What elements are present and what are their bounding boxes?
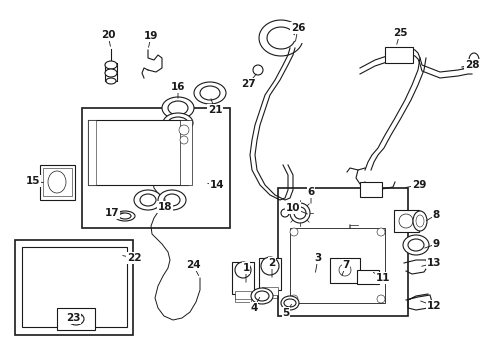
Ellipse shape [235, 262, 251, 278]
Circle shape [377, 228, 385, 236]
Bar [232, 262, 254, 294]
Ellipse shape [413, 211, 427, 231]
Ellipse shape [469, 53, 479, 67]
Text: 18: 18 [158, 202, 172, 212]
Bar [82, 108, 230, 228]
Text: 7: 7 [343, 260, 350, 270]
Text: 14: 14 [210, 180, 224, 190]
Ellipse shape [158, 190, 186, 210]
Bar [22, 247, 127, 327]
Ellipse shape [162, 97, 194, 119]
Ellipse shape [164, 194, 180, 206]
Bar [357, 270, 379, 284]
Ellipse shape [168, 117, 188, 129]
Bar [40, 165, 75, 200]
Text: 12: 12 [427, 301, 441, 311]
Ellipse shape [140, 194, 156, 206]
Text: 19: 19 [144, 31, 158, 41]
Ellipse shape [251, 288, 273, 304]
Text: 2: 2 [269, 258, 275, 268]
Bar [57, 308, 95, 330]
Text: 11: 11 [376, 273, 390, 283]
Bar [262, 287, 278, 295]
Text: 9: 9 [433, 239, 440, 249]
Bar [394, 210, 419, 232]
Text: 23: 23 [66, 313, 80, 323]
Ellipse shape [255, 291, 269, 301]
Text: 16: 16 [171, 82, 185, 92]
Text: 6: 6 [307, 187, 315, 197]
Ellipse shape [105, 69, 117, 77]
Circle shape [179, 125, 189, 135]
Bar [360, 182, 382, 197]
Ellipse shape [48, 171, 66, 193]
Text: 15: 15 [26, 176, 40, 186]
Ellipse shape [284, 299, 296, 307]
Text: 8: 8 [432, 210, 440, 220]
Text: 5: 5 [282, 308, 290, 318]
Circle shape [377, 295, 385, 303]
Text: 10: 10 [286, 203, 300, 213]
Ellipse shape [119, 213, 131, 219]
Ellipse shape [115, 211, 135, 221]
Ellipse shape [194, 82, 226, 104]
Text: 28: 28 [465, 60, 479, 70]
Text: 26: 26 [291, 23, 305, 33]
Text: 25: 25 [393, 28, 407, 38]
Ellipse shape [134, 190, 162, 210]
Circle shape [339, 264, 351, 276]
Bar [259, 258, 281, 290]
Ellipse shape [281, 209, 289, 217]
Text: 22: 22 [127, 253, 141, 263]
Ellipse shape [281, 296, 299, 310]
Ellipse shape [105, 61, 117, 69]
Bar [330, 258, 360, 283]
Circle shape [399, 214, 413, 228]
Bar [278, 188, 408, 316]
Circle shape [290, 295, 298, 303]
Circle shape [294, 207, 306, 219]
Circle shape [290, 203, 310, 223]
Circle shape [180, 136, 188, 144]
Ellipse shape [106, 78, 116, 84]
Bar [290, 228, 385, 303]
Text: 17: 17 [105, 208, 119, 218]
Text: 4: 4 [250, 303, 258, 313]
Text: 27: 27 [241, 79, 255, 89]
Ellipse shape [163, 113, 193, 133]
Bar [15, 240, 133, 335]
Ellipse shape [253, 65, 263, 75]
Bar [88, 120, 96, 185]
Text: 3: 3 [315, 253, 321, 263]
Text: 13: 13 [427, 258, 441, 268]
Text: 24: 24 [186, 260, 200, 270]
Circle shape [290, 228, 298, 236]
Ellipse shape [403, 235, 429, 255]
Bar [385, 47, 413, 63]
Ellipse shape [408, 239, 424, 251]
Bar [88, 120, 188, 185]
Text: 29: 29 [412, 180, 426, 190]
Text: 20: 20 [101, 30, 115, 40]
Ellipse shape [68, 313, 84, 325]
Bar [180, 120, 192, 185]
Ellipse shape [168, 101, 188, 115]
Bar [235, 291, 251, 299]
Bar [43, 168, 72, 196]
Ellipse shape [261, 257, 279, 275]
Ellipse shape [200, 86, 220, 100]
Text: 21: 21 [208, 105, 222, 115]
Text: 1: 1 [243, 263, 249, 273]
Ellipse shape [416, 215, 424, 227]
